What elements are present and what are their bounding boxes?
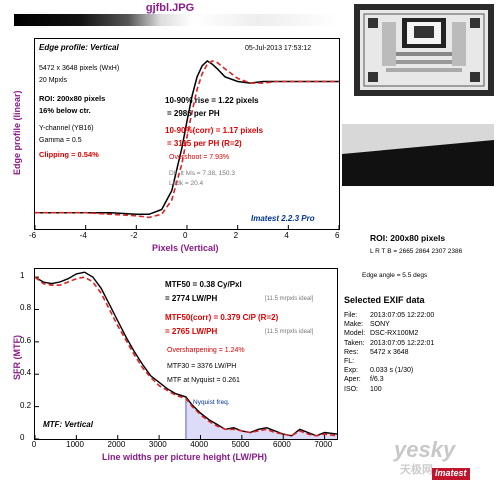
mtf-x-tick-label: 4000: [190, 440, 209, 449]
rise-info: 10-90% rise = 1.22 pixels: [165, 96, 259, 105]
image-mpxls: 20 Mpxls: [39, 77, 68, 84]
mtf-x-axis-label: Line widths per picture height (LW/PH): [102, 452, 268, 462]
roi-crop-image: [342, 124, 494, 186]
mtf-x-tick-label: 5000: [231, 440, 250, 449]
exif-value: 5472 x 3648: [370, 348, 409, 356]
edge-series-line: [35, 60, 339, 219]
page-title: gjfbl.JPG: [145, 2, 195, 14]
dark-light-levels: Dk, lt lvls = 7.38, 150.3: [169, 170, 235, 177]
exif-key: Make:: [344, 321, 364, 329]
mtf-y-tick-label: 0.4: [20, 368, 32, 378]
edge-plot-title: Edge profile: Vertical: [39, 43, 119, 52]
watermark-site: yesky: [394, 437, 456, 462]
roi-size: ROI: 200x80 pixels: [39, 94, 106, 103]
mtf-plot-title: MTF: Vertical: [43, 420, 93, 429]
roi-crop-svg: [342, 124, 494, 186]
imatest-version: Imatest 2.2.3 Pro: [251, 214, 315, 223]
mtf50-lwph: = 2774 LW/PH: [165, 294, 218, 303]
exif-value: 100: [370, 385, 382, 393]
mtf-series-line: [34, 271, 338, 437]
rise-per-ph: = 2986 per PH: [167, 109, 220, 118]
mtf50-corr-lwph: = 2765 LW/PH: [165, 327, 218, 336]
exif-key: ISO:: [344, 385, 359, 393]
roi-position: 16% below ctr.: [39, 106, 91, 115]
mtf-x-tick-label: 7000: [314, 440, 333, 449]
imatest-logo: Imatest: [432, 468, 470, 480]
oversharpening-info: Oversharpening = 1.24%: [167, 347, 245, 354]
edge-gradient-strip: [14, 14, 340, 26]
mtf50-corr-ideal-note: [11.5 mrpxls ideal]: [265, 329, 314, 335]
edge-x-tick-label: -2: [130, 231, 138, 240]
edge-x-tick-label: 6: [335, 231, 340, 240]
nyquist-label: Nyquist freq.: [193, 399, 230, 406]
mtf50-value: MTF50 = 0.38 Cy/Pxl: [165, 280, 242, 289]
channel-info: Y-channel (YB16): [39, 125, 94, 132]
exif-key: File:: [344, 312, 358, 319]
edge-profile-plot: Edge profile: Vertical 05-Jul-2013 17:53…: [34, 38, 340, 230]
mtf-y-tick-label: 0: [20, 433, 25, 442]
edge-angle: Edge angle = 5.5 degs: [362, 272, 428, 279]
edge-x-tick-label: -6: [29, 231, 37, 240]
test-chart-thumbnail-svg: [360, 10, 488, 90]
mtf-y-tick-label: 0.6: [20, 335, 32, 345]
mtf-x-tick-label: 3000: [148, 440, 167, 449]
exif-value: 2013:07:05 12:22:00: [370, 312, 435, 319]
edge-profile-svg: [34, 60, 340, 229]
exif-value: DSC-RX100M2: [370, 330, 419, 338]
exif-key: Aper:: [344, 376, 361, 384]
edge-y-axis-label: Edge profile (linear): [12, 90, 22, 175]
edge-x-tick-label: -4: [79, 231, 87, 240]
rise-corr-info: 10-90%(corr) = 1.17 pixels: [165, 126, 264, 135]
exif-title: Selected EXIF data: [344, 295, 425, 305]
mtf50-ideal-note: [11.5 mrpxls ideal]: [265, 296, 314, 302]
edge-x-tick-label: 4: [284, 231, 289, 240]
roi-lrtb: L R T B = 2665 2864 2307 2386: [370, 248, 463, 255]
edge-series-line: [35, 60, 339, 216]
roi-info-title: ROI: 200x80 pixels: [370, 233, 446, 243]
edge-x-axis-label: Pixels (Vertical): [152, 243, 219, 253]
exif-key: Res:: [344, 348, 359, 356]
mtf-y-tick-label: 1: [20, 271, 25, 281]
exif-key: FL:: [344, 358, 355, 365]
rise-corr-per-ph: = 3115 per PH (R=2): [167, 139, 242, 148]
exif-value: 0.033 s (1/30): [370, 367, 414, 375]
test-chart-thumbnail: [354, 4, 494, 96]
image-dimensions: 5472 x 3648 pixels (WxH): [39, 65, 120, 72]
watermark-cn: 天极网: [400, 464, 433, 476]
exif-key: Exp:: [344, 367, 359, 375]
mtf-svg: [34, 271, 338, 440]
exif-key: Taken:: [344, 339, 365, 347]
mtf-x-tick-label: 1000: [66, 440, 84, 449]
mtf-y-tick-label: 0.2: [20, 400, 32, 410]
exif-value: 2013:07:05 12:22:01: [370, 339, 435, 347]
mtf-y-tick-label: 0.8: [20, 303, 32, 313]
gamma-info: Gamma = 0.5: [39, 137, 82, 144]
overshoot-info: Overshoot = 7.93%: [169, 154, 230, 161]
clipping-info: Clipping = 0.54%: [39, 150, 99, 159]
mtf50-corr-value: MTF50(corr) = 0.379 C/P (R=2): [165, 313, 279, 322]
light-dark-ratio: Lt/dk = 20.4: [169, 180, 204, 187]
mtf-series-line: [34, 276, 338, 437]
exif-value: SONY: [370, 321, 390, 329]
mtf30-info: MTF30 = 3376 LW/PH: [167, 363, 237, 370]
edge-x-tick-label: 0: [183, 231, 188, 240]
edge-x-tick-label: 2: [233, 231, 239, 240]
mtf-x-tick-label: 6000: [273, 440, 291, 449]
mtf-x-tick-label: 2000: [107, 440, 126, 449]
exif-key: Model:: [344, 330, 366, 338]
mtf-nyquist-info: MTF at Nyquist = 0.261: [167, 377, 240, 384]
mtf-plot: MTF50 = 0.38 Cy/Pxl = 2774 LW/PH [11.5 m…: [34, 268, 338, 440]
mtf-x-tick-label: 0: [31, 440, 37, 449]
edge-plot-date: 05-Jul-2013 17:53:12: [245, 45, 312, 52]
exif-value: f/6.3: [370, 376, 384, 384]
